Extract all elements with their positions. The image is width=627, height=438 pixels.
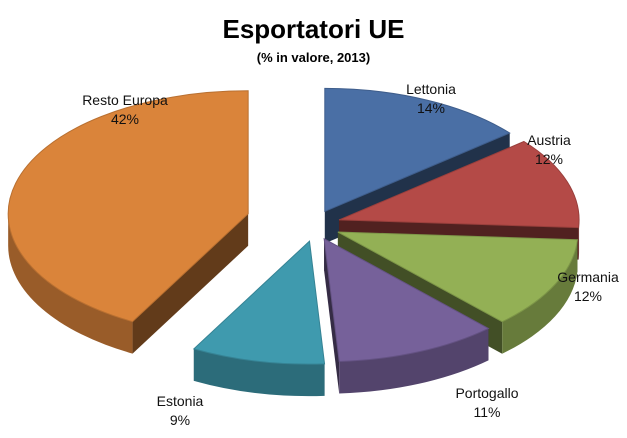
label-germania-name: Germania	[523, 268, 627, 287]
slice-resto-europa	[8, 91, 248, 354]
label-lettonia-name: Lettonia	[366, 80, 496, 99]
label-austria: Austria 12%	[484, 131, 614, 169]
label-resto-europa: Resto Europa 42%	[60, 91, 190, 129]
label-austria-name: Austria	[484, 131, 614, 150]
label-estonia-name: Estonia	[115, 392, 245, 411]
label-estonia-value: 9%	[115, 411, 245, 430]
label-lettonia-value: 14%	[366, 99, 496, 118]
label-estonia: Estonia 9%	[115, 392, 245, 430]
label-austria-value: 12%	[484, 150, 614, 169]
label-resto-europa-value: 42%	[60, 110, 190, 129]
label-germania-value: 12%	[523, 287, 627, 306]
label-portogallo-value: 11%	[422, 403, 552, 422]
chart-title: Esportatori UE	[0, 14, 627, 45]
label-lettonia: Lettonia 14%	[366, 80, 496, 118]
label-portogallo-name: Portogallo	[422, 384, 552, 403]
label-portogallo: Portogallo 11%	[422, 384, 552, 422]
label-resto-europa-name: Resto Europa	[60, 91, 190, 110]
label-germania: Germania 12%	[523, 268, 627, 306]
chart-subtitle: (% in valore, 2013)	[0, 50, 627, 65]
